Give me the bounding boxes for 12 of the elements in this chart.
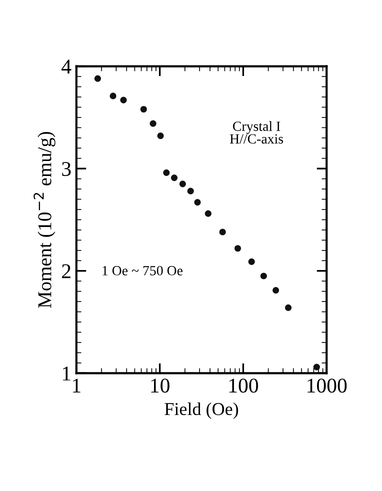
y-tick-label: 4 [62, 60, 72, 74]
x-tick-label: 100 [229, 378, 258, 393]
x-tick-label: 1000 [308, 378, 347, 393]
annotation: Crystal I H//C-axis [230, 121, 284, 144]
y-tick-label: 1 [62, 366, 70, 380]
x-tick-label: 1 [73, 378, 80, 392]
x-tick-label: 10 [151, 378, 170, 393]
y-tick-label: 3 [62, 162, 71, 176]
annotation: 1 Oe ~ 750 Oe [102, 266, 183, 276]
x-axis-title: Field (Oe) [164, 402, 238, 419]
y-axis-title: Moment (10$^{−2}$ emu/g) [34, 132, 56, 308]
y-tick-label: 2 [62, 264, 70, 278]
